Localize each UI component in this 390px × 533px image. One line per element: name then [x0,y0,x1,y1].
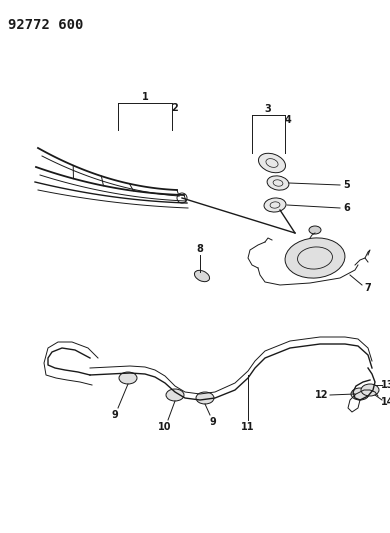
Ellipse shape [285,238,345,278]
Text: 5: 5 [344,180,350,190]
Text: 4: 4 [285,115,291,125]
Ellipse shape [309,226,321,234]
Ellipse shape [259,154,285,173]
Ellipse shape [264,198,286,212]
Text: 8: 8 [197,244,204,254]
Text: 1: 1 [142,92,148,102]
Text: 12: 12 [315,390,329,400]
Text: 9: 9 [210,417,216,427]
Text: 13: 13 [381,380,390,390]
Ellipse shape [267,176,289,190]
Text: 10: 10 [158,422,172,432]
Ellipse shape [119,372,137,384]
Text: 3: 3 [265,104,271,114]
Ellipse shape [196,392,214,404]
Text: 6: 6 [344,203,350,213]
Text: 92772 600: 92772 600 [8,18,83,32]
Text: 11: 11 [241,422,255,432]
Text: 7: 7 [365,283,371,293]
Text: 14: 14 [381,397,390,407]
Text: 9: 9 [112,410,119,420]
Ellipse shape [351,388,369,400]
Ellipse shape [195,270,209,281]
Text: 2: 2 [172,103,178,113]
Ellipse shape [166,389,184,401]
Ellipse shape [361,384,379,396]
